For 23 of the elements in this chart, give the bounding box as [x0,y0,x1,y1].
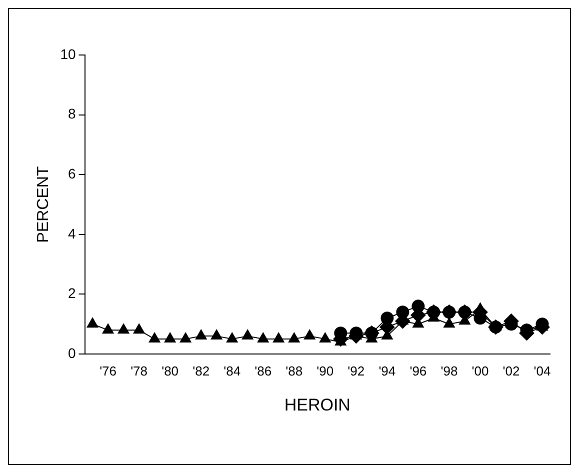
x-tick-label: '02 [502,363,520,378]
x-tick-label: '86 [254,363,272,378]
x-tick-label: '88 [286,363,303,378]
x-tick-label: '82 [192,363,210,378]
y-tick-label: 10 [60,46,76,62]
x-tick-label: '78 [130,363,148,378]
y-tick-label: 2 [68,285,76,302]
x-tick-label: '96 [410,363,427,378]
x-axis-title: HEROIN [284,395,350,414]
y-tick-label: 0 [68,344,76,361]
x-tick-label: '94 [378,363,396,378]
y-tick-label: 8 [68,106,76,122]
x-tick-label: '80 [162,363,179,378]
y-axis-title: PERCENT [35,166,52,243]
x-tick-label: '92 [348,363,365,378]
x-tick-label: '98 [440,363,458,378]
x-tick-label: '90 [316,363,334,378]
x-tick-label: '04 [534,363,551,378]
y-tick-label: 4 [68,225,76,242]
x-tick-label: '84 [224,363,241,378]
x-tick-label: '00 [472,363,489,378]
y-tick-label: 6 [68,165,76,182]
x-tick-label: '76 [100,363,117,378]
